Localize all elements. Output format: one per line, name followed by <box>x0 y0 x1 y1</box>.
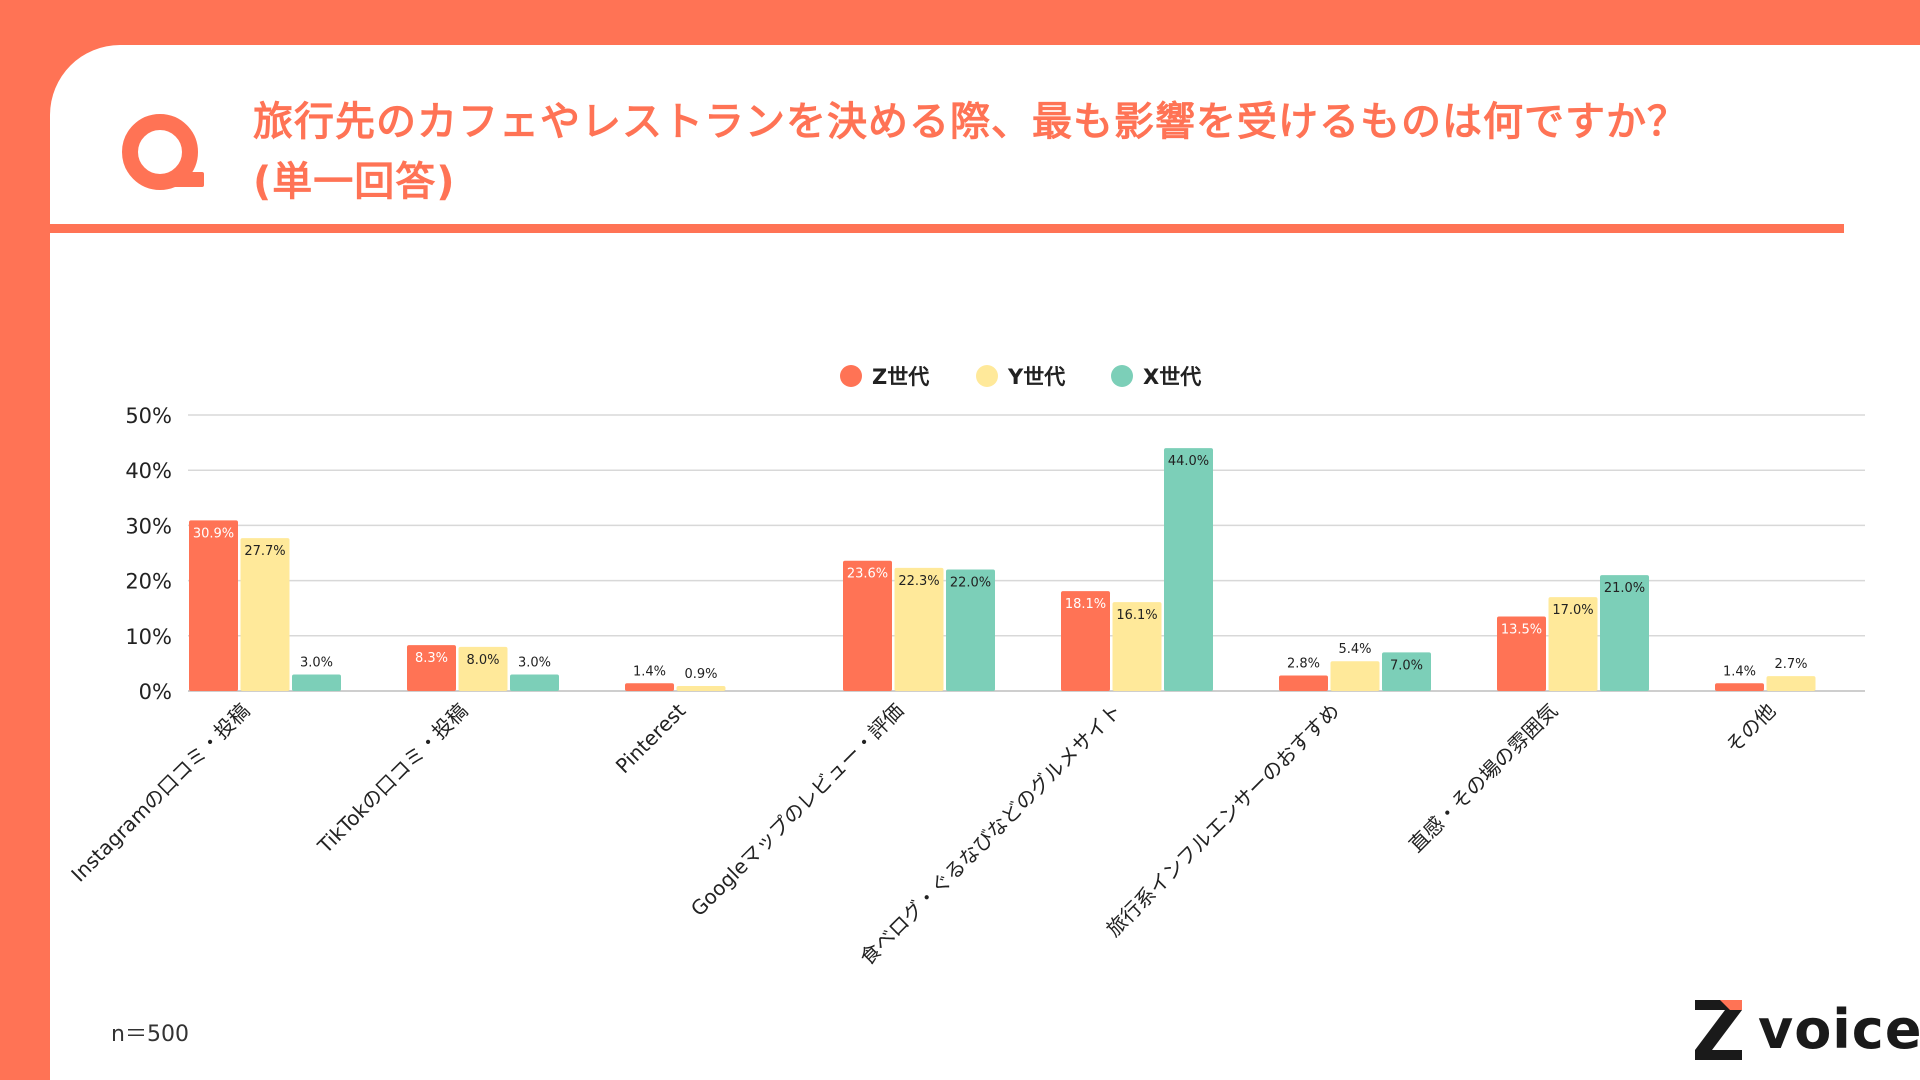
data-label: 27.7% <box>244 544 285 559</box>
data-label: 8.3% <box>415 651 448 666</box>
legend-swatch <box>840 365 862 387</box>
data-label: 0.9% <box>684 667 717 682</box>
bar <box>1382 652 1431 691</box>
data-label: 2.8% <box>1287 657 1320 672</box>
bar <box>1548 597 1598 691</box>
bar <box>946 569 995 691</box>
legend-swatch <box>1111 365 1133 387</box>
bar <box>510 674 559 691</box>
y-tick-label: 20% <box>125 570 172 594</box>
x-tick-label: その他 <box>1721 699 1780 758</box>
data-label: 13.5% <box>1501 622 1542 637</box>
y-tick-label: 30% <box>125 514 172 538</box>
bar <box>1330 661 1380 691</box>
question-q-icon <box>122 114 204 190</box>
x-tick-label: 直感・その場の雰囲気 <box>1404 699 1562 857</box>
data-label: 22.0% <box>950 576 991 591</box>
data-label: 22.3% <box>898 574 939 589</box>
data-label: 1.4% <box>1723 664 1756 679</box>
data-label: 21.0% <box>1604 581 1645 596</box>
data-label: 1.4% <box>633 664 666 679</box>
bar <box>1061 591 1110 691</box>
bar <box>292 674 341 691</box>
x-tick-label: Pinterest <box>611 698 691 778</box>
data-label: 5.4% <box>1338 642 1371 657</box>
data-label: 3.0% <box>518 655 551 670</box>
bar <box>1766 676 1816 691</box>
data-label: 7.0% <box>1390 658 1423 673</box>
page-title-line2: (単一回答) <box>253 159 456 205</box>
legend-label: Y世代 <box>1007 365 1065 389</box>
data-label: 30.9% <box>193 526 234 541</box>
y-tick-label: 50% <box>125 404 172 428</box>
data-label: 18.1% <box>1065 597 1106 612</box>
data-label: 23.6% <box>847 567 888 582</box>
data-label: 3.0% <box>300 655 333 670</box>
bar <box>625 683 674 691</box>
bar <box>1497 616 1546 691</box>
bar <box>1600 575 1649 691</box>
bar <box>1112 602 1162 691</box>
data-label: 2.7% <box>1774 657 1807 672</box>
sample-size: n＝500 <box>111 1022 189 1047</box>
y-tick-label: 0% <box>139 680 172 704</box>
legend-swatch <box>976 365 998 387</box>
legend-label: Z世代 <box>872 365 929 389</box>
page-title-line1: 旅行先のカフェやレストランを決める際、最も影響を受けるものは何ですか？ <box>253 99 1688 145</box>
bar <box>458 646 508 691</box>
bar <box>1715 683 1764 691</box>
bar <box>676 686 726 691</box>
data-label: 17.0% <box>1552 603 1593 618</box>
x-tick-label: 旅行系インフルエンサーのおすすめ <box>1101 699 1344 942</box>
bar <box>189 520 238 691</box>
data-label: 8.0% <box>466 653 499 668</box>
x-tick-label: Instagramの口コミ・投稿 <box>66 699 254 887</box>
bar <box>894 567 944 691</box>
y-tick-label: 40% <box>125 459 172 483</box>
bar <box>240 538 290 691</box>
x-tick-label: TikTokの口コミ・投稿 <box>312 699 472 859</box>
bar <box>1164 448 1213 691</box>
bar <box>843 560 892 691</box>
y-tick-label: 10% <box>125 625 172 649</box>
zvoice-logo <box>1695 1000 1742 1060</box>
logo-wordmark: voice <box>1758 998 1920 1061</box>
bar <box>407 645 456 691</box>
bar <box>1279 675 1328 691</box>
x-tick-label: 食べログ・ぐるなびなどのグルメサイト <box>855 699 1126 970</box>
data-label: 44.0% <box>1168 454 1209 469</box>
x-tick-label: Googleマップのレビュー・評価 <box>686 699 908 921</box>
data-label: 16.1% <box>1116 608 1157 623</box>
title-divider <box>50 224 1844 233</box>
page-title: 旅行先のカフェやレストランを決める際、最も影響を受けるものは何ですか？ (単一回… <box>253 92 1688 212</box>
content-card <box>50 45 1920 1080</box>
legend-label: X世代 <box>1143 365 1201 389</box>
